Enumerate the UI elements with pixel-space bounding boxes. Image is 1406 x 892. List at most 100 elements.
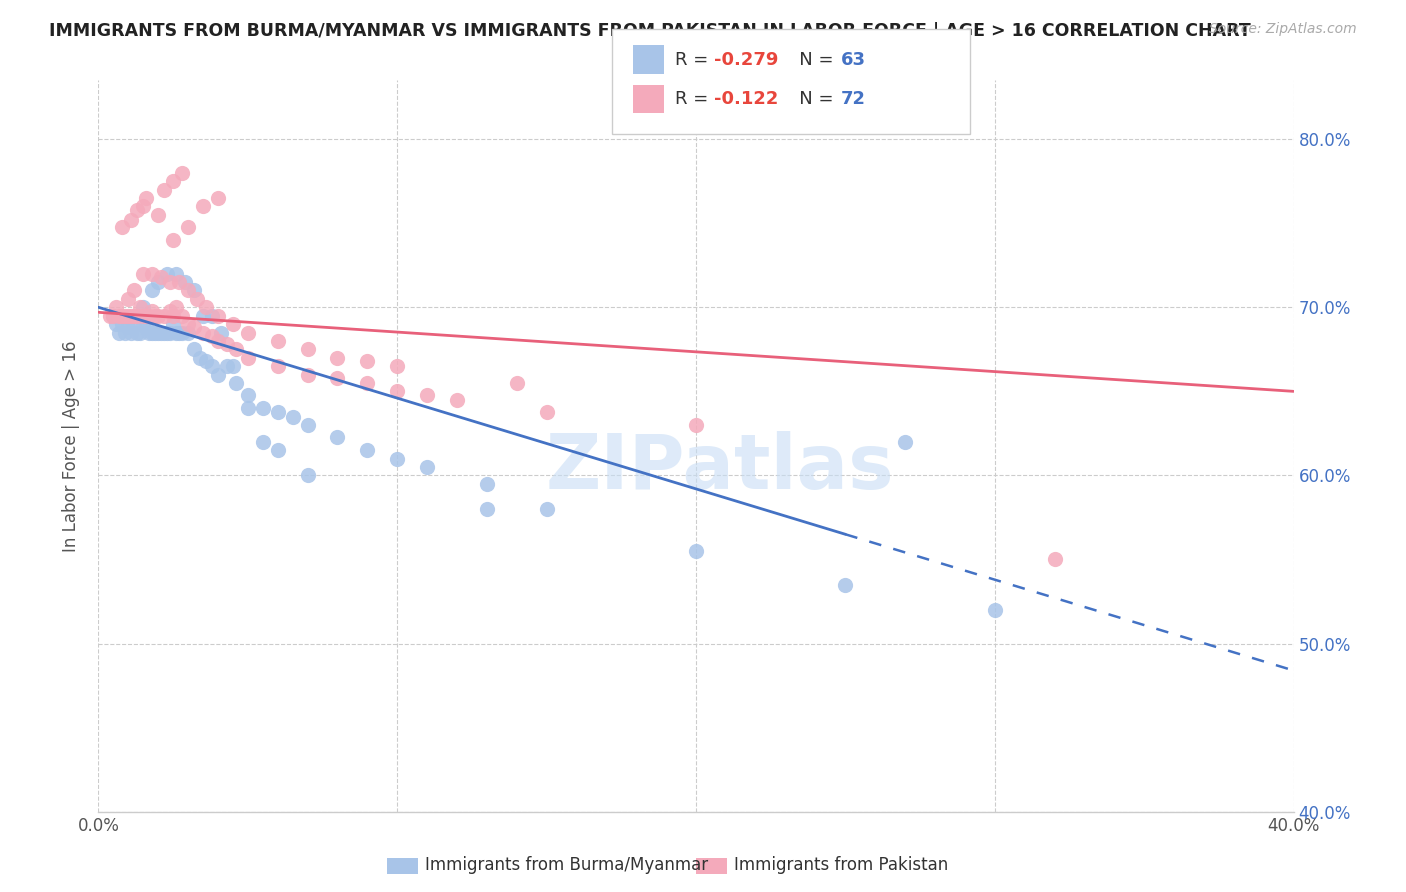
Text: IMMIGRANTS FROM BURMA/MYANMAR VS IMMIGRANTS FROM PAKISTAN IN LABOR FORCE | AGE >: IMMIGRANTS FROM BURMA/MYANMAR VS IMMIGRA… <box>49 22 1251 40</box>
Point <box>385 359 409 373</box>
Point <box>215 359 238 373</box>
Point <box>132 267 155 281</box>
Point <box>177 219 200 234</box>
Point <box>148 275 170 289</box>
Point <box>124 317 146 331</box>
Point <box>162 233 184 247</box>
Point <box>167 326 190 340</box>
Point <box>183 320 205 334</box>
Point <box>141 267 163 281</box>
Point <box>191 326 214 340</box>
Point <box>416 460 439 475</box>
Point <box>222 317 245 331</box>
Point <box>108 309 131 323</box>
Point <box>159 326 181 340</box>
Point <box>111 317 134 331</box>
Point <box>103 309 125 323</box>
Point <box>132 199 155 213</box>
Point <box>135 309 157 323</box>
Point <box>127 326 149 340</box>
Point <box>103 309 125 323</box>
Text: R =: R = <box>675 51 714 69</box>
Point <box>162 317 184 331</box>
Point <box>177 326 200 340</box>
Text: Source: ZipAtlas.com: Source: ZipAtlas.com <box>1209 22 1357 37</box>
Point <box>475 476 498 491</box>
Point <box>124 284 146 298</box>
Point <box>177 317 200 331</box>
Point <box>177 284 200 298</box>
Point <box>191 309 214 323</box>
Point <box>159 275 181 289</box>
Point <box>143 309 166 323</box>
Point <box>167 275 190 289</box>
Point <box>475 502 498 516</box>
Point <box>172 309 194 323</box>
Point <box>183 343 205 357</box>
Point <box>356 354 378 368</box>
Point <box>267 334 290 348</box>
Point <box>138 326 160 340</box>
Point <box>267 404 290 418</box>
Point <box>209 326 232 340</box>
Point <box>156 326 179 340</box>
Point <box>141 326 163 340</box>
Point <box>281 409 304 424</box>
Point <box>132 300 155 314</box>
Point <box>207 368 229 382</box>
Text: -0.122: -0.122 <box>714 90 779 108</box>
Point <box>297 417 319 432</box>
Text: Immigrants from Pakistan: Immigrants from Pakistan <box>734 856 948 874</box>
Point <box>162 309 184 323</box>
Point <box>153 326 176 340</box>
Point <box>105 317 128 331</box>
Point <box>894 434 917 449</box>
Point <box>326 351 349 365</box>
Point <box>129 300 152 314</box>
Point <box>297 368 319 382</box>
Point <box>267 443 290 458</box>
Point <box>127 309 149 323</box>
Point <box>356 443 378 458</box>
Text: R =: R = <box>675 90 714 108</box>
Text: N =: N = <box>782 51 839 69</box>
Point <box>1043 552 1066 566</box>
Point <box>207 334 229 348</box>
Point <box>172 326 194 340</box>
Point <box>150 270 173 285</box>
Point <box>236 326 259 340</box>
Point <box>201 359 224 373</box>
Point <box>385 451 409 466</box>
Point <box>188 351 211 365</box>
Point <box>297 468 319 483</box>
Point <box>108 326 131 340</box>
Point <box>135 320 157 334</box>
Point <box>685 417 707 432</box>
Point <box>385 384 409 399</box>
Point <box>225 376 247 390</box>
Point <box>150 326 173 340</box>
Point <box>236 388 259 402</box>
Point <box>117 292 139 306</box>
Point <box>148 208 170 222</box>
Point <box>186 292 208 306</box>
Point <box>148 309 170 323</box>
Point <box>120 309 142 323</box>
Point <box>141 303 163 318</box>
Point <box>132 309 155 323</box>
Point <box>143 326 166 340</box>
Point <box>225 343 247 357</box>
Point <box>105 300 128 314</box>
Point <box>159 303 181 318</box>
Point <box>148 326 170 340</box>
Point <box>114 309 136 323</box>
Point <box>165 326 187 340</box>
Point <box>117 320 139 334</box>
Point <box>138 309 160 323</box>
Point <box>165 267 187 281</box>
Point <box>111 309 134 323</box>
Point <box>326 430 349 444</box>
Point <box>127 202 149 217</box>
Point <box>984 603 1007 617</box>
Point <box>252 434 274 449</box>
